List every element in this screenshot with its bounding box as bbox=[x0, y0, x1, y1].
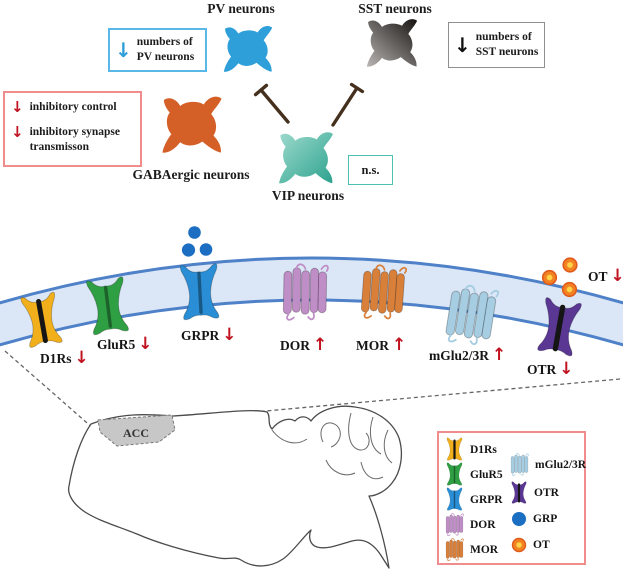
legend-label: GluR5 bbox=[470, 468, 503, 481]
mor-icon bbox=[445, 537, 464, 562]
red-down-arrow-icon: ↓ bbox=[11, 98, 24, 116]
pv-neurons-title: PV neurons bbox=[207, 1, 275, 16]
legend-label: DOR bbox=[470, 518, 496, 531]
legend-label: OT bbox=[533, 539, 550, 551]
effect-text: inhibitory control bbox=[29, 101, 117, 113]
receptor-glur5 bbox=[82, 274, 135, 339]
mglu23r-icon bbox=[510, 452, 529, 477]
label-text: DOR bbox=[280, 337, 310, 353]
glur5-icon bbox=[445, 462, 464, 487]
acc-region bbox=[97, 414, 176, 447]
legend-item-grp: GRP bbox=[511, 511, 557, 527]
zoom-guide-lines bbox=[4, 350, 621, 430]
label-text: OT bbox=[588, 268, 608, 284]
dor-icon bbox=[445, 512, 464, 537]
effect-text: inhibitory synapse transmisson bbox=[29, 126, 121, 153]
ns-box: n.s. bbox=[348, 155, 393, 185]
vip-to-sst-tbar bbox=[349, 82, 365, 94]
legend-item-ot: OT bbox=[511, 537, 550, 553]
sst-neurons-title: SST neurons bbox=[358, 1, 432, 16]
vip-neuron bbox=[268, 130, 344, 188]
red-down-arrow-icon: ↓ bbox=[74, 348, 89, 368]
grp-molecules bbox=[181, 226, 213, 257]
legend-label: mGlu2/3R bbox=[535, 458, 587, 471]
legend-label: GRP bbox=[533, 513, 558, 525]
brain-outline: ACC bbox=[67, 405, 403, 569]
legend-label: D1Rs bbox=[470, 443, 497, 456]
effect-row: ↓ inhibitory synapse transmisson bbox=[11, 125, 134, 155]
vip-to-sst-inhibitory-line bbox=[331, 86, 359, 127]
ot-molecules bbox=[541, 257, 578, 298]
vip-to-pv-inhibitory-line bbox=[259, 88, 290, 124]
red-down-arrow-icon: ↓ bbox=[11, 123, 24, 141]
grpr-icon bbox=[445, 487, 464, 512]
grpr-label: GRPR ↓ bbox=[181, 327, 237, 344]
ns-text: n.s. bbox=[361, 162, 380, 177]
acc-label: ACC bbox=[123, 426, 149, 440]
red-up-arrow-icon: ↑ bbox=[313, 335, 328, 355]
legend-label: GRPR bbox=[470, 493, 503, 506]
label-text: mGlu2/3R bbox=[429, 347, 490, 363]
glur5-label: GluR5 ↓ bbox=[97, 336, 153, 353]
red-down-arrow-icon: ↓ bbox=[222, 325, 237, 345]
effect-row: ↓ inhibitory control bbox=[11, 100, 134, 115]
mor-label: MOR ↑ bbox=[356, 337, 406, 354]
pv-neuron bbox=[213, 24, 283, 76]
label-text: MOR bbox=[356, 337, 389, 353]
receptor-dor bbox=[280, 257, 329, 328]
legend-label: MOR bbox=[470, 543, 499, 556]
ot-icon bbox=[511, 537, 527, 553]
receptor-grpr bbox=[174, 262, 225, 324]
grp-icon bbox=[511, 511, 527, 527]
inhibitory-effects-box: ↓ inhibitory control ↓ inhibitory synaps… bbox=[3, 91, 142, 167]
red-down-arrow-icon: ↓ bbox=[559, 359, 574, 379]
gabaergic-neuron bbox=[155, 94, 229, 158]
receptor-mor bbox=[358, 257, 408, 326]
legend-item-glur5: GluR5 bbox=[445, 462, 503, 487]
red-down-arrow-icon: ↓ bbox=[610, 266, 623, 286]
legend-item-mor: MOR bbox=[445, 537, 498, 562]
label-text: GRPR bbox=[181, 327, 220, 343]
d1rs-label: D1Rs ↓ bbox=[40, 350, 89, 367]
blue-down-arrow-icon: ↓ bbox=[115, 38, 132, 62]
black-down-arrow-icon: ↓ bbox=[454, 33, 471, 57]
red-up-arrow-icon: ↑ bbox=[492, 345, 507, 365]
dor-label: DOR ↑ bbox=[280, 337, 327, 354]
legend-item-grpr: GRPR bbox=[445, 487, 503, 512]
legend-label: OTR bbox=[534, 487, 559, 499]
label-text: D1Rs bbox=[40, 350, 72, 366]
label-text: GluR5 bbox=[97, 336, 136, 352]
red-up-arrow-icon: ↑ bbox=[392, 335, 407, 355]
ot-label: OT ↓ bbox=[588, 268, 623, 285]
sst-neuron bbox=[354, 17, 430, 71]
vip-to-pv-tbar bbox=[253, 83, 269, 97]
mglu23r-label: mGlu2/3R ↑ bbox=[429, 347, 506, 364]
sst-numbers-box: ↓ numbers of SST neurons bbox=[448, 22, 545, 68]
vip-neurons-label: VIP neurons bbox=[271, 188, 345, 203]
gabaergic-neurons-label: GABAergic neurons bbox=[132, 167, 250, 182]
legend-box: D1Rs GluR5 GRPR DOR MOR mGlu2/3R OTR bbox=[437, 431, 586, 565]
otr-icon bbox=[510, 481, 528, 505]
legend-item-otr: OTR bbox=[510, 481, 559, 505]
d1rs-icon bbox=[445, 437, 464, 462]
label-text: OTR bbox=[527, 361, 557, 377]
cerebellum-folds bbox=[271, 412, 393, 480]
legend-item-mglu23r: mGlu2/3R bbox=[510, 452, 586, 477]
receptor-mglu23r bbox=[441, 278, 501, 353]
receptor-d1rs bbox=[15, 290, 68, 353]
red-down-arrow-icon: ↓ bbox=[138, 334, 153, 354]
sst-numbers-text: numbers of SST neurons bbox=[475, 31, 539, 58]
cell-membrane bbox=[0, 256, 623, 347]
legend-item-dor: DOR bbox=[445, 512, 496, 537]
brain-silhouette bbox=[67, 405, 403, 569]
legend-item-d1rs: D1Rs bbox=[445, 437, 497, 462]
otr-label: OTR ↓ bbox=[527, 361, 574, 378]
pv-numbers-box: ↓ numbers of PV neurons bbox=[108, 28, 207, 72]
pv-numbers-text: numbers of PV neurons bbox=[136, 36, 195, 63]
